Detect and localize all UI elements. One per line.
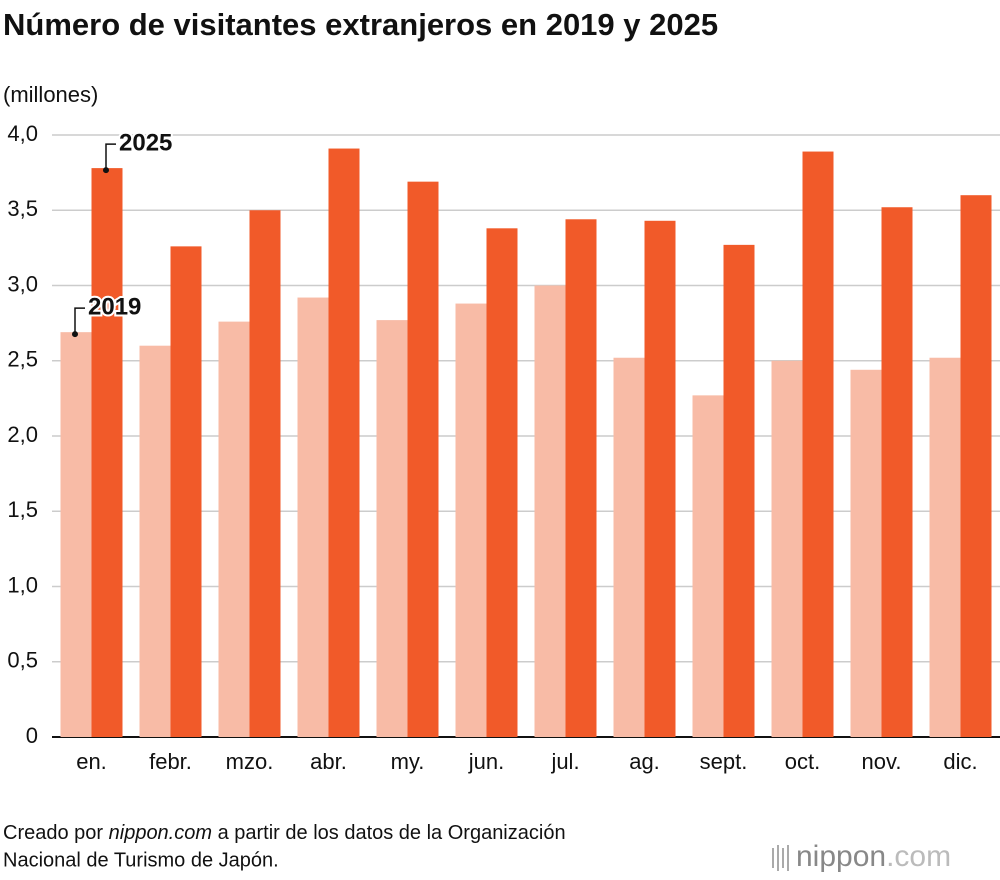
- bar: [407, 181, 439, 737]
- bar: [486, 228, 518, 737]
- bar: [881, 207, 913, 738]
- bar: [723, 244, 755, 738]
- y-tick-label: 3,5: [7, 196, 38, 221]
- bar: [60, 332, 92, 737]
- callout-dot: [72, 331, 78, 338]
- bar: [613, 357, 645, 737]
- x-tick-label: febr.: [149, 749, 192, 774]
- bar: [929, 357, 961, 737]
- bar: [565, 219, 597, 737]
- source-prefix: Creado por: [3, 822, 109, 844]
- bar: [139, 345, 171, 737]
- bar: [455, 303, 487, 737]
- x-tick-label: ag.: [629, 749, 660, 774]
- source-line-2: Nacional de Turismo de Japón.: [3, 849, 279, 871]
- source-line-1: Creado por nippon.com a partir de los da…: [3, 822, 566, 844]
- y-tick-label: 1,0: [7, 572, 38, 597]
- bar: [644, 220, 676, 737]
- logo-name: nippon: [796, 840, 886, 873]
- chart-title: Número de visitantes extranjeros en 2019…: [3, 7, 718, 42]
- y-tick-label: 4,0: [7, 121, 38, 146]
- source-site: nippon.com: [109, 822, 212, 844]
- y-tick-label: 2,5: [7, 347, 38, 372]
- x-tick-label: nov.: [862, 749, 902, 774]
- x-tick-label: abr.: [310, 749, 347, 774]
- bar: [771, 360, 803, 737]
- bar: [692, 395, 724, 737]
- callout-line: [74, 307, 85, 335]
- bar: [376, 320, 408, 737]
- logo: nippon.com: [796, 840, 951, 873]
- callout-dot: [103, 167, 109, 174]
- bar: [328, 148, 360, 738]
- bar: [802, 151, 834, 737]
- x-tick-label: oct.: [785, 749, 820, 774]
- x-tick-label: dic.: [943, 749, 977, 774]
- legend-label: 2019: [88, 293, 141, 320]
- y-axis-label: (millones): [3, 82, 98, 107]
- legend-label: 2025: [119, 129, 172, 156]
- bar: [218, 321, 250, 737]
- logo-icon: [772, 845, 789, 871]
- y-tick-label: 3,0: [7, 271, 38, 296]
- x-tick-label: sept.: [700, 749, 748, 774]
- bar: [534, 285, 566, 737]
- logo-tld: .com: [886, 840, 951, 873]
- bar: [91, 168, 123, 738]
- bar: [960, 195, 992, 737]
- y-tick-label: 2,0: [7, 422, 38, 447]
- y-tick-label: 1,5: [7, 497, 38, 522]
- callout-line: [105, 143, 116, 171]
- x-tick-label: jul.: [550, 749, 579, 774]
- source-rest: a partir de los datos de la Organización: [212, 822, 566, 844]
- x-tick-label: en.: [76, 749, 107, 774]
- bar: [297, 297, 329, 737]
- bar: [249, 210, 281, 737]
- x-tick-label: mzo.: [226, 749, 274, 774]
- bar: [850, 369, 882, 737]
- bar: [170, 246, 202, 737]
- x-tick-label: jun.: [468, 749, 504, 774]
- x-tick-label: my.: [391, 749, 425, 774]
- y-tick-label: 0: [26, 723, 38, 748]
- y-tick-label: 0,5: [7, 648, 38, 673]
